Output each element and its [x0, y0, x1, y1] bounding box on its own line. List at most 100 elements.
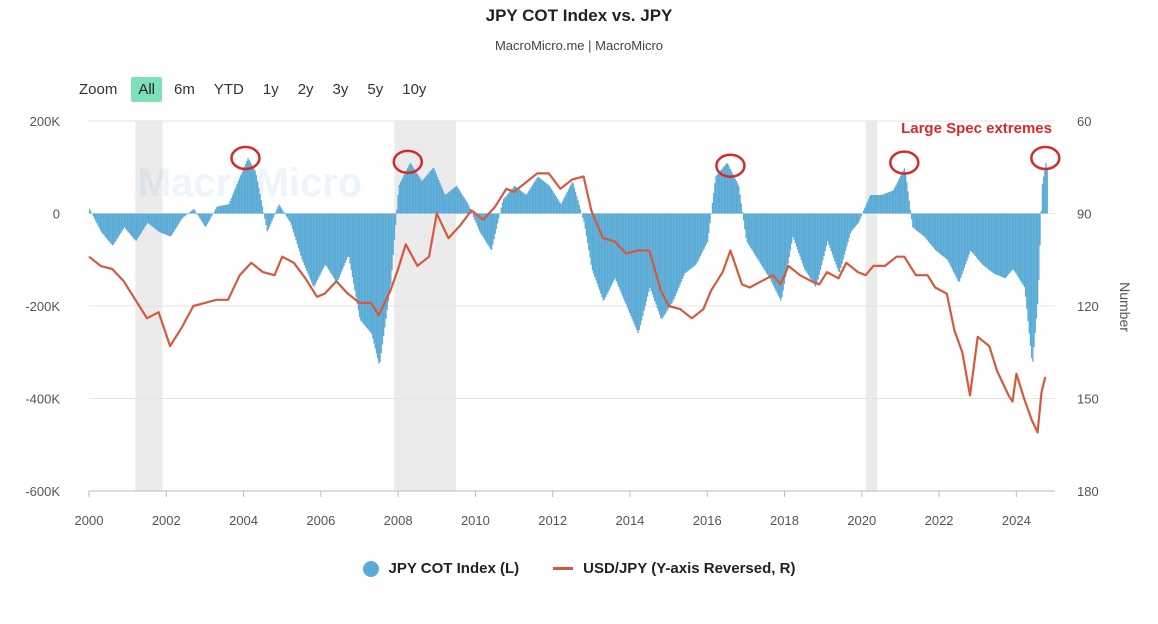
- cot-bar: [757, 213, 759, 260]
- cot-bar: [368, 213, 370, 331]
- cot-bar: [918, 213, 920, 233]
- x-tick-label: 2020: [847, 513, 876, 528]
- cot-bar: [565, 194, 567, 214]
- cot-bar: [1016, 213, 1018, 276]
- legend-cot-marker: [362, 560, 379, 577]
- cot-bar: [129, 213, 132, 235]
- zoom-2y-button[interactable]: 2y: [297, 81, 314, 98]
- cot-bar: [528, 190, 530, 214]
- cot-bar: [277, 206, 279, 214]
- cot-bar: [973, 213, 975, 255]
- cot-bar: [893, 189, 895, 214]
- cot-bar: [135, 213, 138, 241]
- cot-bar: [681, 213, 684, 280]
- cot-bar: [577, 200, 579, 214]
- cot-bar: [675, 213, 678, 294]
- cot-bar: [752, 213, 754, 252]
- cot-bar: [819, 213, 822, 271]
- extreme-circle: [1030, 145, 1061, 171]
- cot-bar: [837, 213, 840, 272]
- cot-bar: [996, 213, 998, 275]
- cot-bar: [726, 163, 728, 214]
- cot-bar: [573, 187, 576, 214]
- zoom-all-button[interactable]: All: [131, 77, 163, 102]
- cot-bar: [521, 191, 523, 214]
- cot-bar: [407, 168, 409, 214]
- cot-bar: [653, 213, 655, 298]
- cot-bar: [801, 213, 804, 264]
- legend-item-usdjpy[interactable]: USD/JPY (Y-axis Reversed, R): [553, 560, 795, 577]
- cot-bar: [807, 213, 810, 276]
- cot-bar: [827, 213, 829, 242]
- zoom-1y-button[interactable]: 1y: [262, 81, 279, 98]
- cot-bar: [501, 202, 504, 214]
- cot-bar: [291, 213, 294, 229]
- cot-bar: [607, 213, 609, 293]
- cot-bar: [353, 213, 355, 284]
- cot-bar: [209, 213, 211, 221]
- cot-bar: [102, 213, 104, 234]
- cot-bar: [913, 213, 915, 229]
- cot-bar: [677, 213, 679, 291]
- cot-bar: [513, 186, 516, 214]
- cot-bar: [722, 167, 724, 214]
- extreme-circle: [715, 153, 746, 178]
- cot-bar: [943, 213, 945, 258]
- cot-bar: [483, 213, 486, 240]
- cot-bar: [414, 169, 416, 214]
- cot-bar: [161, 213, 163, 233]
- cot-bar: [951, 213, 954, 270]
- cot-bar: [494, 213, 496, 235]
- cot-bar: [882, 194, 884, 214]
- cot-bar: [319, 213, 321, 275]
- cot-bar: [686, 213, 688, 272]
- cot-bar: [475, 213, 477, 223]
- cot-bar: [606, 213, 608, 295]
- cot-bar: [456, 185, 458, 214]
- cot-bar: [173, 213, 175, 233]
- cot-bar: [787, 213, 789, 264]
- cot-bar: [955, 213, 957, 277]
- cot-bar: [695, 213, 697, 265]
- cot-bar: [140, 213, 142, 233]
- zoom-3y-button[interactable]: 3y: [332, 81, 349, 98]
- legend-item-cot[interactable]: JPY COT Index (L): [362, 560, 519, 577]
- zoom-10y-button[interactable]: 10y: [402, 81, 427, 98]
- cot-bar: [1020, 213, 1022, 282]
- cot-bar: [847, 213, 849, 243]
- extreme-circle: [889, 150, 920, 175]
- cot-bar: [464, 199, 466, 214]
- cot-bar: [750, 213, 752, 249]
- cot-bar: [901, 173, 903, 214]
- cot-bar: [482, 213, 484, 238]
- cot-bar: [603, 213, 606, 300]
- cot-bar: [924, 213, 926, 238]
- cot-bar: [853, 213, 855, 229]
- cot-bar: [647, 213, 649, 297]
- cot-bar: [669, 213, 672, 306]
- zoom-5y-button[interactable]: 5y: [367, 81, 384, 98]
- zoom-ytd-button[interactable]: YTD: [213, 81, 244, 98]
- cot-bar: [672, 213, 674, 302]
- cot-bar: [510, 190, 512, 214]
- cot-bar: [111, 213, 114, 246]
- cot-bar: [980, 213, 982, 264]
- cot-bar: [848, 213, 850, 238]
- cot-bar: [595, 213, 597, 281]
- y-left-tick-label: -200K: [25, 299, 60, 314]
- cot-bar: [822, 213, 824, 261]
- cot-bar: [126, 213, 128, 231]
- cot-bar: [149, 213, 151, 225]
- cot-bar: [566, 191, 568, 214]
- cot-bar: [1022, 213, 1024, 286]
- cot-bar: [141, 213, 144, 231]
- cot-bar: [810, 213, 812, 280]
- zoom-6m-button[interactable]: 6m: [174, 81, 195, 98]
- cot-bar: [699, 213, 702, 257]
- cot-bar: [776, 213, 778, 294]
- cot-bar: [949, 213, 951, 265]
- cot-bar: [225, 204, 228, 214]
- cot-bar: [1045, 162, 1047, 214]
- cot-bar: [804, 213, 806, 270]
- cot-bar: [927, 213, 930, 242]
